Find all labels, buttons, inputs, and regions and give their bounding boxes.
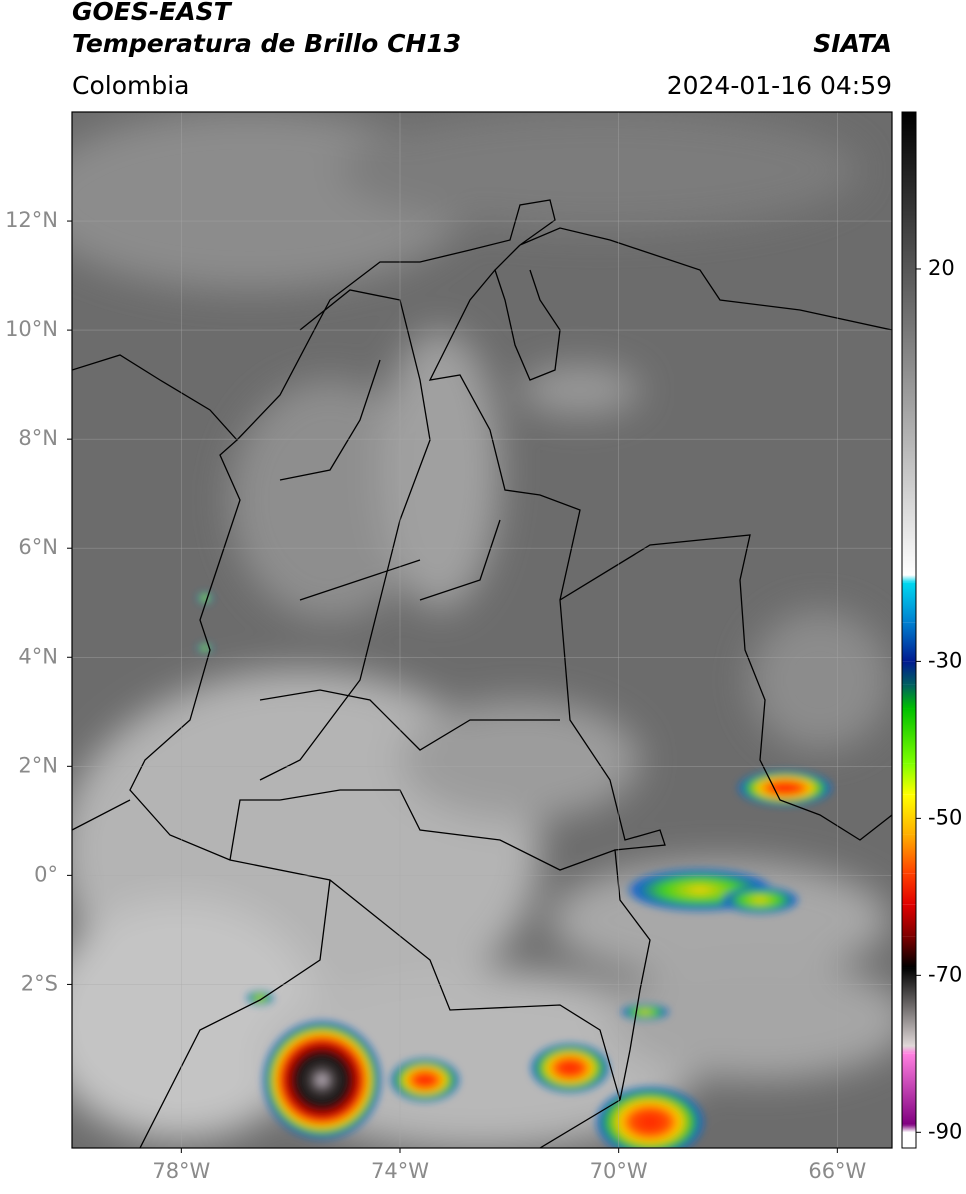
colorbar-segment <box>902 661 916 685</box>
map-frame <box>71 111 893 1149</box>
country-border <box>72 799 621 1148</box>
colorbar-segment <box>902 684 916 709</box>
colorbar-tick-label: -30 <box>928 648 962 672</box>
satellite-image <box>72 112 892 1148</box>
colorbar-tick-label: -70 <box>928 962 962 986</box>
coastline <box>72 199 892 441</box>
colorbar-segment <box>902 582 916 623</box>
source: SIATA <box>813 29 892 58</box>
colorbar-segment <box>902 708 916 764</box>
lat-tick-label: 10°N <box>5 317 58 341</box>
colorbar-segment <box>902 575 916 583</box>
colorbar-segment <box>902 904 916 937</box>
colorbar-segment <box>902 1124 916 1133</box>
colorbar-segment <box>902 1132 916 1148</box>
colorbar-segment <box>902 763 916 795</box>
colorbar-segment <box>902 622 916 662</box>
subtitle: Temperatura de Brillo CH13 <box>72 29 461 58</box>
coastline <box>494 244 561 381</box>
lat-tick-label: 2°S <box>21 971 58 995</box>
colorbar-tick-label: -90 <box>928 1119 962 1143</box>
lat-tick-label: 6°N <box>18 535 58 559</box>
colorbar-segment <box>902 967 916 1046</box>
lon-tick-label: 74°W <box>371 1159 429 1183</box>
colorbar-segment <box>902 1045 916 1054</box>
lon-tick-label: 70°W <box>590 1159 648 1183</box>
lon-tick-label: 66°W <box>808 1159 866 1183</box>
colorbar-tick-label: -50 <box>928 805 962 829</box>
lat-tick-label: 8°N <box>18 426 58 450</box>
title: GOES-EAST <box>72 0 233 26</box>
lat-tick-label: 4°N <box>18 644 58 668</box>
lat-tick-label: 2°N <box>18 753 58 777</box>
colorbar-segment <box>902 873 916 905</box>
colorbar-segment <box>902 834 916 874</box>
colorbar-segment <box>902 794 916 835</box>
region: Colombia <box>72 71 189 100</box>
colorbar-segment <box>902 112 916 576</box>
country-border <box>129 439 892 1101</box>
lat-tick-label: 0° <box>34 862 58 886</box>
lon-tick-label: 78°W <box>152 1159 210 1183</box>
colorbar-segment <box>902 1053 916 1125</box>
colorbar-frame <box>901 111 917 1149</box>
colorbar-tick-label: 20 <box>928 256 955 280</box>
datetime: 2024-01-16 04:59 <box>667 71 892 100</box>
colorbar-segment <box>902 936 916 968</box>
country-border <box>428 269 581 601</box>
lat-tick-label: 12°N <box>5 208 58 232</box>
